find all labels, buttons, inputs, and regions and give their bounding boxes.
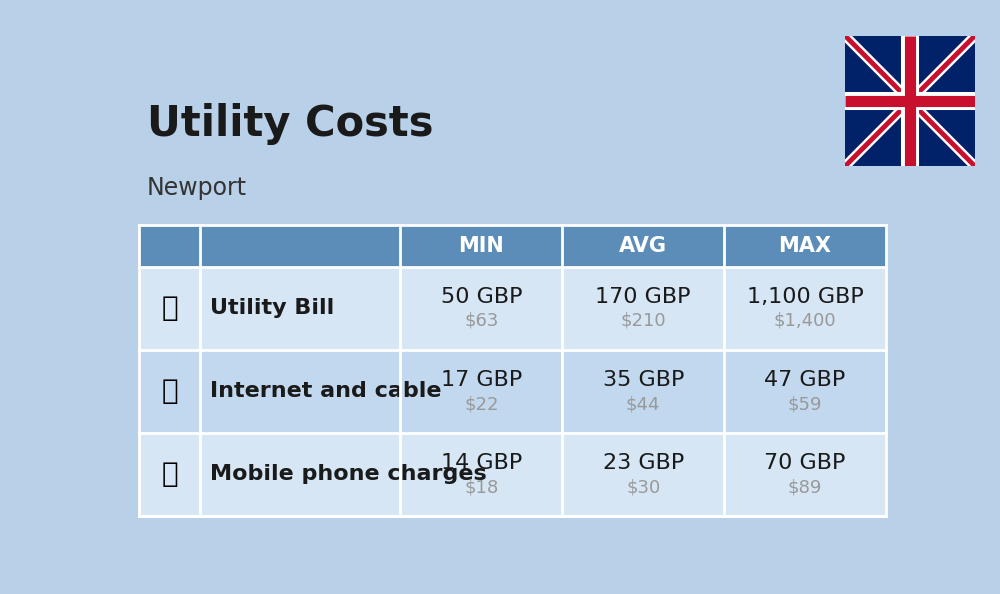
- Text: 23 GBP: 23 GBP: [603, 453, 684, 473]
- Text: $1,400: $1,400: [774, 312, 836, 330]
- Text: $63: $63: [464, 312, 499, 330]
- Text: 35 GBP: 35 GBP: [603, 370, 684, 390]
- Text: 47 GBP: 47 GBP: [764, 370, 846, 390]
- Text: MAX: MAX: [779, 236, 832, 255]
- Text: Newport: Newport: [147, 176, 247, 201]
- Text: 14 GBP: 14 GBP: [441, 453, 522, 473]
- FancyBboxPatch shape: [139, 433, 886, 516]
- Text: MIN: MIN: [458, 236, 504, 255]
- Text: 📱: 📱: [161, 460, 178, 488]
- Text: Mobile phone charges: Mobile phone charges: [210, 465, 486, 484]
- Text: $44: $44: [626, 395, 660, 413]
- Text: 🔧: 🔧: [161, 294, 178, 322]
- Text: Utility Costs: Utility Costs: [147, 103, 433, 146]
- Text: Utility Bill: Utility Bill: [210, 298, 334, 318]
- Text: $210: $210: [620, 312, 666, 330]
- Text: 170 GBP: 170 GBP: [595, 287, 691, 307]
- FancyBboxPatch shape: [139, 267, 886, 350]
- Text: Internet and cable: Internet and cable: [210, 381, 441, 401]
- Text: 1,100 GBP: 1,100 GBP: [747, 287, 863, 307]
- Text: 📶: 📶: [161, 377, 178, 405]
- FancyBboxPatch shape: [139, 225, 886, 267]
- Text: $89: $89: [788, 478, 822, 496]
- Text: $22: $22: [464, 395, 499, 413]
- Text: $18: $18: [464, 478, 498, 496]
- Text: 17 GBP: 17 GBP: [441, 370, 522, 390]
- FancyBboxPatch shape: [842, 33, 978, 169]
- Text: $30: $30: [626, 478, 660, 496]
- Text: 70 GBP: 70 GBP: [764, 453, 846, 473]
- Text: $59: $59: [788, 395, 822, 413]
- Text: 50 GBP: 50 GBP: [441, 287, 522, 307]
- Text: AVG: AVG: [619, 236, 667, 255]
- FancyBboxPatch shape: [139, 350, 886, 433]
